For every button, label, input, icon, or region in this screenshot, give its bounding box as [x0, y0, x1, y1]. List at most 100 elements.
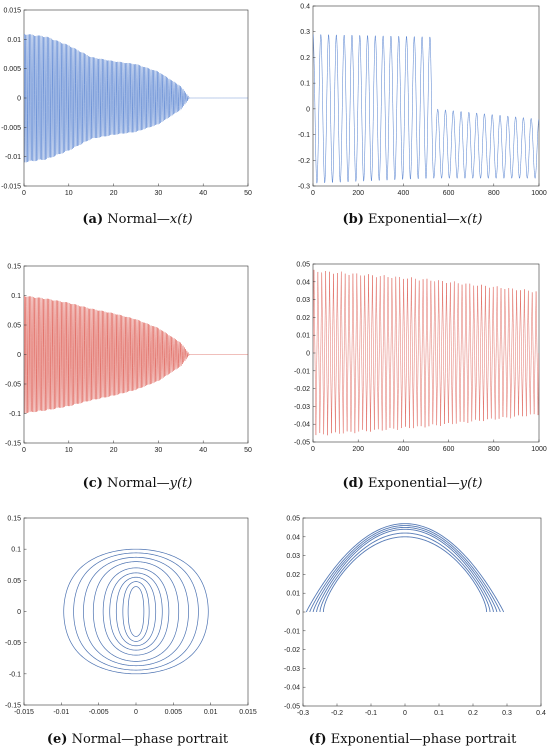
x-tick-label: 800 [488, 190, 500, 197]
orbit-curve [63, 548, 209, 675]
x-tick-label: 40 [199, 447, 207, 454]
chart-svg-e: -0.015 -0.01 -0.005 0 0.005 0.01 0.015 -0.15 -0.… [5, 516, 257, 717]
x-tick-label: 1000 [531, 190, 547, 197]
x-tick-label: 0.3 [502, 710, 512, 717]
y-tick-label: -0.005 [1, 125, 21, 132]
orbit-curve [109, 572, 163, 651]
y-tick-label: 0.02 [296, 315, 310, 322]
caption-var: x(t) [459, 212, 483, 227]
caption-tag: (e) [46, 732, 68, 747]
y-tick-label: -0.01 [5, 154, 21, 161]
orbit-curve [305, 523, 505, 613]
orbit-curve [312, 526, 498, 613]
caption-suffix: phase portrait [134, 732, 229, 747]
y-tick-label: 0 [17, 352, 21, 359]
caption-sep: — [446, 476, 460, 491]
y-tick-label: 0.01 [296, 333, 310, 340]
y-tick-label: -0.05 [284, 704, 300, 711]
chart-svg-b: 0 200 400 600 800 1000 -0.3 -0.2 -0.1 0 0.1 0.2 0.3 0… [298, 4, 547, 198]
x-tick-label: -0.1 [365, 710, 377, 717]
y-tick-label: 0.01 [286, 591, 300, 598]
x-tick-label: 0.015 [239, 709, 257, 716]
caption-tag: (b) [342, 212, 364, 227]
caption-b: (b) Exponential—x(t) [275, 212, 550, 227]
orbit-curve [122, 581, 150, 642]
y-tick-label: -0.3 [298, 184, 310, 191]
y-tick-label: 0.01 [7, 37, 21, 44]
caption-sep: — [156, 212, 170, 227]
x-tick-label: 200 [352, 190, 364, 197]
y-tick-label: -0.03 [284, 666, 300, 673]
orbit-curve [316, 528, 494, 613]
chart-panel-c: 0 10 20 30 40 50 -0.15 -0.1 -0.05 0 0.05 0.1 0.15 (c)… [0, 258, 275, 498]
orbit-curve [83, 556, 189, 667]
chart-svg-a: 0 10 20 30 40 50 -0.015 -0.01 -0.005 0 0.005 0.01 0.… [1, 8, 252, 198]
orbit-curve [73, 552, 199, 671]
x-tick-label: 0 [403, 710, 407, 717]
series-line [24, 295, 248, 414]
x-tick-label: 20 [110, 190, 118, 197]
x-tick-label: 20 [110, 447, 118, 454]
y-tick-label: -0.05 [5, 382, 21, 389]
y-tick-label: -0.04 [294, 422, 310, 429]
y-tick-label: -0.02 [284, 647, 300, 654]
y-tick-label: 0.015 [3, 8, 21, 15]
y-tick-label: 0.2 [300, 55, 310, 62]
orbit-curve [92, 561, 180, 662]
caption-tag: (c) [82, 476, 103, 491]
caption-a: (a) Normal—x(t) [0, 212, 275, 227]
x-tick-label: 0 [22, 190, 26, 197]
y-tick-label: 0.03 [296, 297, 310, 304]
y-tick-label: 0.02 [286, 572, 300, 579]
y-tick-label: 0 [306, 351, 310, 358]
chart-panel-d: 0 200 400 600 800 1000 -0.05 -0.04 -0.03 -0.02 -0.… [275, 258, 550, 498]
y-tick-label: 0.03 [286, 553, 300, 560]
caption-e: (e) Normal—phase portrait [0, 732, 275, 747]
y-tick-label: -0.01 [294, 368, 310, 375]
y-tick-label: -0.1 [9, 671, 21, 678]
caption-sep: — [409, 732, 423, 747]
x-tick-label: -0.005 [89, 709, 109, 716]
y-tick-label: 0.1 [11, 547, 21, 554]
x-tick-label: 0 [22, 447, 26, 454]
caption-sep: — [446, 212, 460, 227]
x-tick-label: -0.015 [14, 709, 34, 716]
orbit-curve [319, 532, 491, 613]
chart-svg-c: 0 10 20 30 40 50 -0.15 -0.1 -0.05 0 0.05 0.1 0.15 [5, 264, 252, 455]
x-tick-label: 0 [311, 190, 315, 197]
y-tick-label: -0.05 [294, 440, 310, 447]
y-tick-label: -0.2 [298, 158, 310, 165]
x-tick-label: 0 [311, 446, 315, 453]
caption-f: (f) Exponential—phase portrait [275, 732, 550, 747]
y-tick-label: 0.04 [286, 534, 300, 541]
y-tick-label: 0 [17, 96, 21, 103]
y-tick-label: 0.15 [7, 516, 21, 523]
orbit-curve [115, 576, 157, 647]
caption-sep: — [121, 732, 135, 747]
y-tick-label: -0.15 [5, 441, 21, 448]
y-tick-label: -0.015 [1, 184, 21, 191]
caption-tag: (a) [82, 212, 104, 227]
plot-frame [23, 517, 249, 706]
x-tick-label: 1000 [531, 446, 547, 453]
y-tick-label: -0.1 [298, 132, 310, 139]
series-line [313, 33, 539, 184]
orbit-curve [309, 525, 501, 613]
x-tick-label: 0 [134, 709, 138, 716]
x-tick-label: 600 [443, 446, 455, 453]
x-tick-label: 0.005 [165, 709, 183, 716]
x-tick-label: 30 [155, 190, 163, 197]
y-tick-label: -0.05 [5, 640, 21, 647]
orbit-curve [322, 536, 488, 613]
plot-frame [312, 5, 540, 187]
chart-panel-f: -0.3 -0.2 -0.1 0 0.1 0.2 0.3 0.4 -0.05 -0.04 -0.03… [275, 510, 550, 752]
x-tick-label: 0.2 [468, 710, 478, 717]
x-tick-label: -0.3 [297, 710, 309, 717]
x-tick-label: 10 [65, 447, 73, 454]
y-tick-label: -0.02 [294, 386, 310, 393]
y-tick-label: 0.1 [300, 81, 310, 88]
x-tick-label: 0.1 [434, 710, 444, 717]
y-tick-label: 0.3 [300, 29, 310, 36]
y-tick-label: 0.4 [300, 4, 310, 11]
caption-var: y(t) [459, 476, 483, 491]
